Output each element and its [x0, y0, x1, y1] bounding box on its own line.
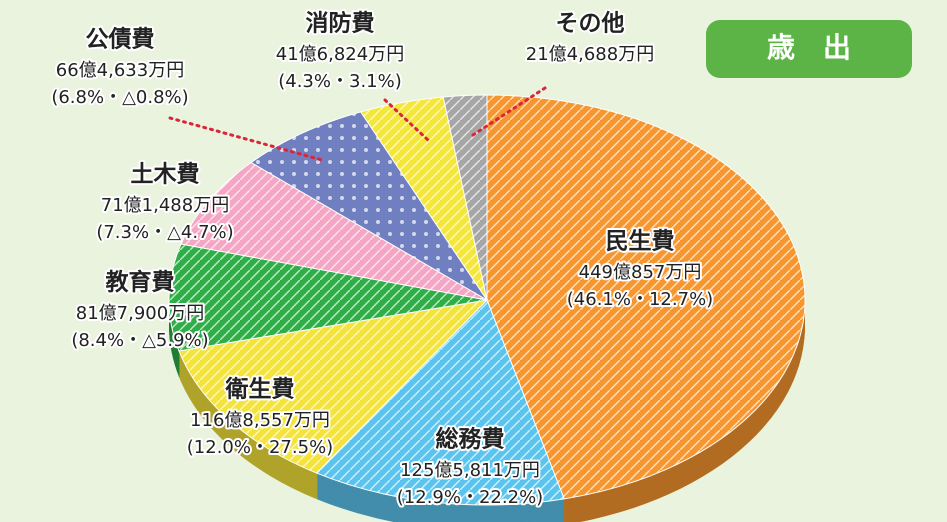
value-label: (6.8%・△0.8%): [51, 87, 188, 108]
amount-label: 66億4,633万円: [56, 60, 184, 81]
value-label: (12.9%・22.2%): [397, 487, 543, 508]
slice-texture: [487, 95, 806, 499]
category-label: 総務費: [436, 426, 505, 453]
slice-texture: [316, 300, 565, 506]
slice-texture: [360, 96, 487, 300]
chart-title: 歳 出: [767, 31, 851, 64]
slice-texture: [251, 111, 487, 301]
category-label: その他: [556, 11, 625, 37]
amount-label: 71億1,488万円: [101, 195, 229, 216]
slice-texture: [169, 244, 487, 351]
leader-line: [168, 116, 324, 162]
slice-texture: [178, 300, 488, 474]
amount-label: 116億8,557万円: [190, 410, 330, 431]
value-label: (7.3%・△4.7%): [96, 222, 233, 243]
leader-line: [383, 98, 430, 142]
value-label: (12.0%・27.5%): [187, 437, 333, 458]
amount-label: 449億857万円: [579, 262, 702, 283]
amount-label: 41億6,824万円: [276, 44, 404, 65]
value-label: (8.4%・△5.9%): [71, 330, 208, 351]
value-label: (4.3%・3.1%): [278, 71, 402, 92]
category-label: 消防費: [306, 10, 375, 37]
leader-line: [471, 86, 547, 137]
category-label: 土木費: [131, 162, 200, 188]
category-label: 民生費: [606, 229, 675, 255]
amount-label: 21億4,688万円: [526, 44, 654, 65]
category-label: 衛生費: [225, 376, 295, 403]
category-label: 公債費: [86, 27, 155, 53]
value-label: (46.1%・12.7%): [567, 289, 713, 310]
amount-label: 81億7,900万円: [76, 303, 204, 324]
amount-label: 125億5,811万円: [400, 460, 540, 481]
slice-texture: [181, 162, 487, 300]
title-badge: [706, 20, 912, 78]
slice-texture: [443, 95, 487, 300]
category-label: 教育費: [106, 269, 175, 296]
